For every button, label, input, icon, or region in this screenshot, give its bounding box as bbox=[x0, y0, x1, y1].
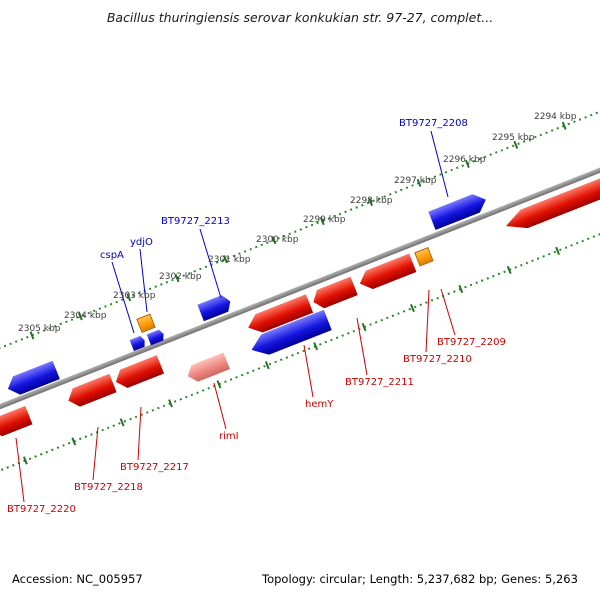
ruler-label-2294: 2294 kbp bbox=[534, 112, 577, 122]
ruler-label-2300: 2300 kbp bbox=[256, 235, 299, 245]
ruler-label-2302: 2302 kbp bbox=[159, 272, 202, 282]
topology-text: Topology: circular; Length: 5,237,682 bp… bbox=[262, 572, 578, 586]
gene-rimI[interactable] bbox=[184, 352, 230, 384]
gene-label-BT9727_2220[interactable]: BT9727_2220 bbox=[7, 504, 76, 515]
gene-arrow-0[interactable] bbox=[502, 176, 600, 235]
gene-label-BT9727_2211[interactable]: BT9727_2211 bbox=[345, 377, 414, 388]
gene-label-hemY[interactable]: hemY bbox=[305, 399, 334, 410]
ruler-label-2299: 2299 kbp bbox=[303, 215, 346, 225]
gene-label-ydjO[interactable]: ydjO bbox=[130, 237, 153, 248]
ruler-label-2298: 2298 kbp bbox=[350, 196, 393, 206]
ruler-label-2305: 2305 kbp bbox=[18, 324, 61, 334]
lower-position-ruler bbox=[0, 203, 600, 485]
ruler-label-2304: 2304 kbp bbox=[64, 311, 107, 321]
gene-BT9727_2209[interactable] bbox=[414, 247, 434, 267]
gene-label-rimI[interactable]: rimI bbox=[219, 431, 239, 442]
accession-text: Accession: NC_005957 bbox=[12, 572, 143, 586]
gene-label-BT9727_2218[interactable]: BT9727_2218 bbox=[74, 482, 143, 493]
ruler-label-2295: 2295 kbp bbox=[492, 133, 535, 143]
gene-label-BT9727_2217[interactable]: BT9727_2217 bbox=[120, 462, 189, 473]
ruler-label-2296: 2296 kbp bbox=[443, 155, 486, 165]
ruler-label-2303: 2303 kbp bbox=[113, 291, 156, 301]
gene-label-BT9727_2209[interactable]: BT9727_2209 bbox=[437, 337, 506, 348]
ruler-label-2297: 2297 kbp bbox=[394, 176, 437, 186]
gene-label-cspA[interactable]: cspA bbox=[100, 250, 124, 261]
gene-label-BT9727_2208[interactable]: BT9727_2208 bbox=[399, 118, 468, 129]
ruler-label-2301: 2301 kbp bbox=[208, 255, 251, 265]
organism-title: Bacillus thuringiensis serovar konkukian… bbox=[106, 10, 494, 25]
gene-label-BT9727_2213[interactable]: BT9727_2213 bbox=[161, 216, 230, 227]
gene-BT9727_2220[interactable] bbox=[0, 406, 33, 439]
gene-ydjO[interactable] bbox=[136, 313, 156, 333]
gene-label-BT9727_2210[interactable]: BT9727_2210 bbox=[403, 354, 472, 365]
